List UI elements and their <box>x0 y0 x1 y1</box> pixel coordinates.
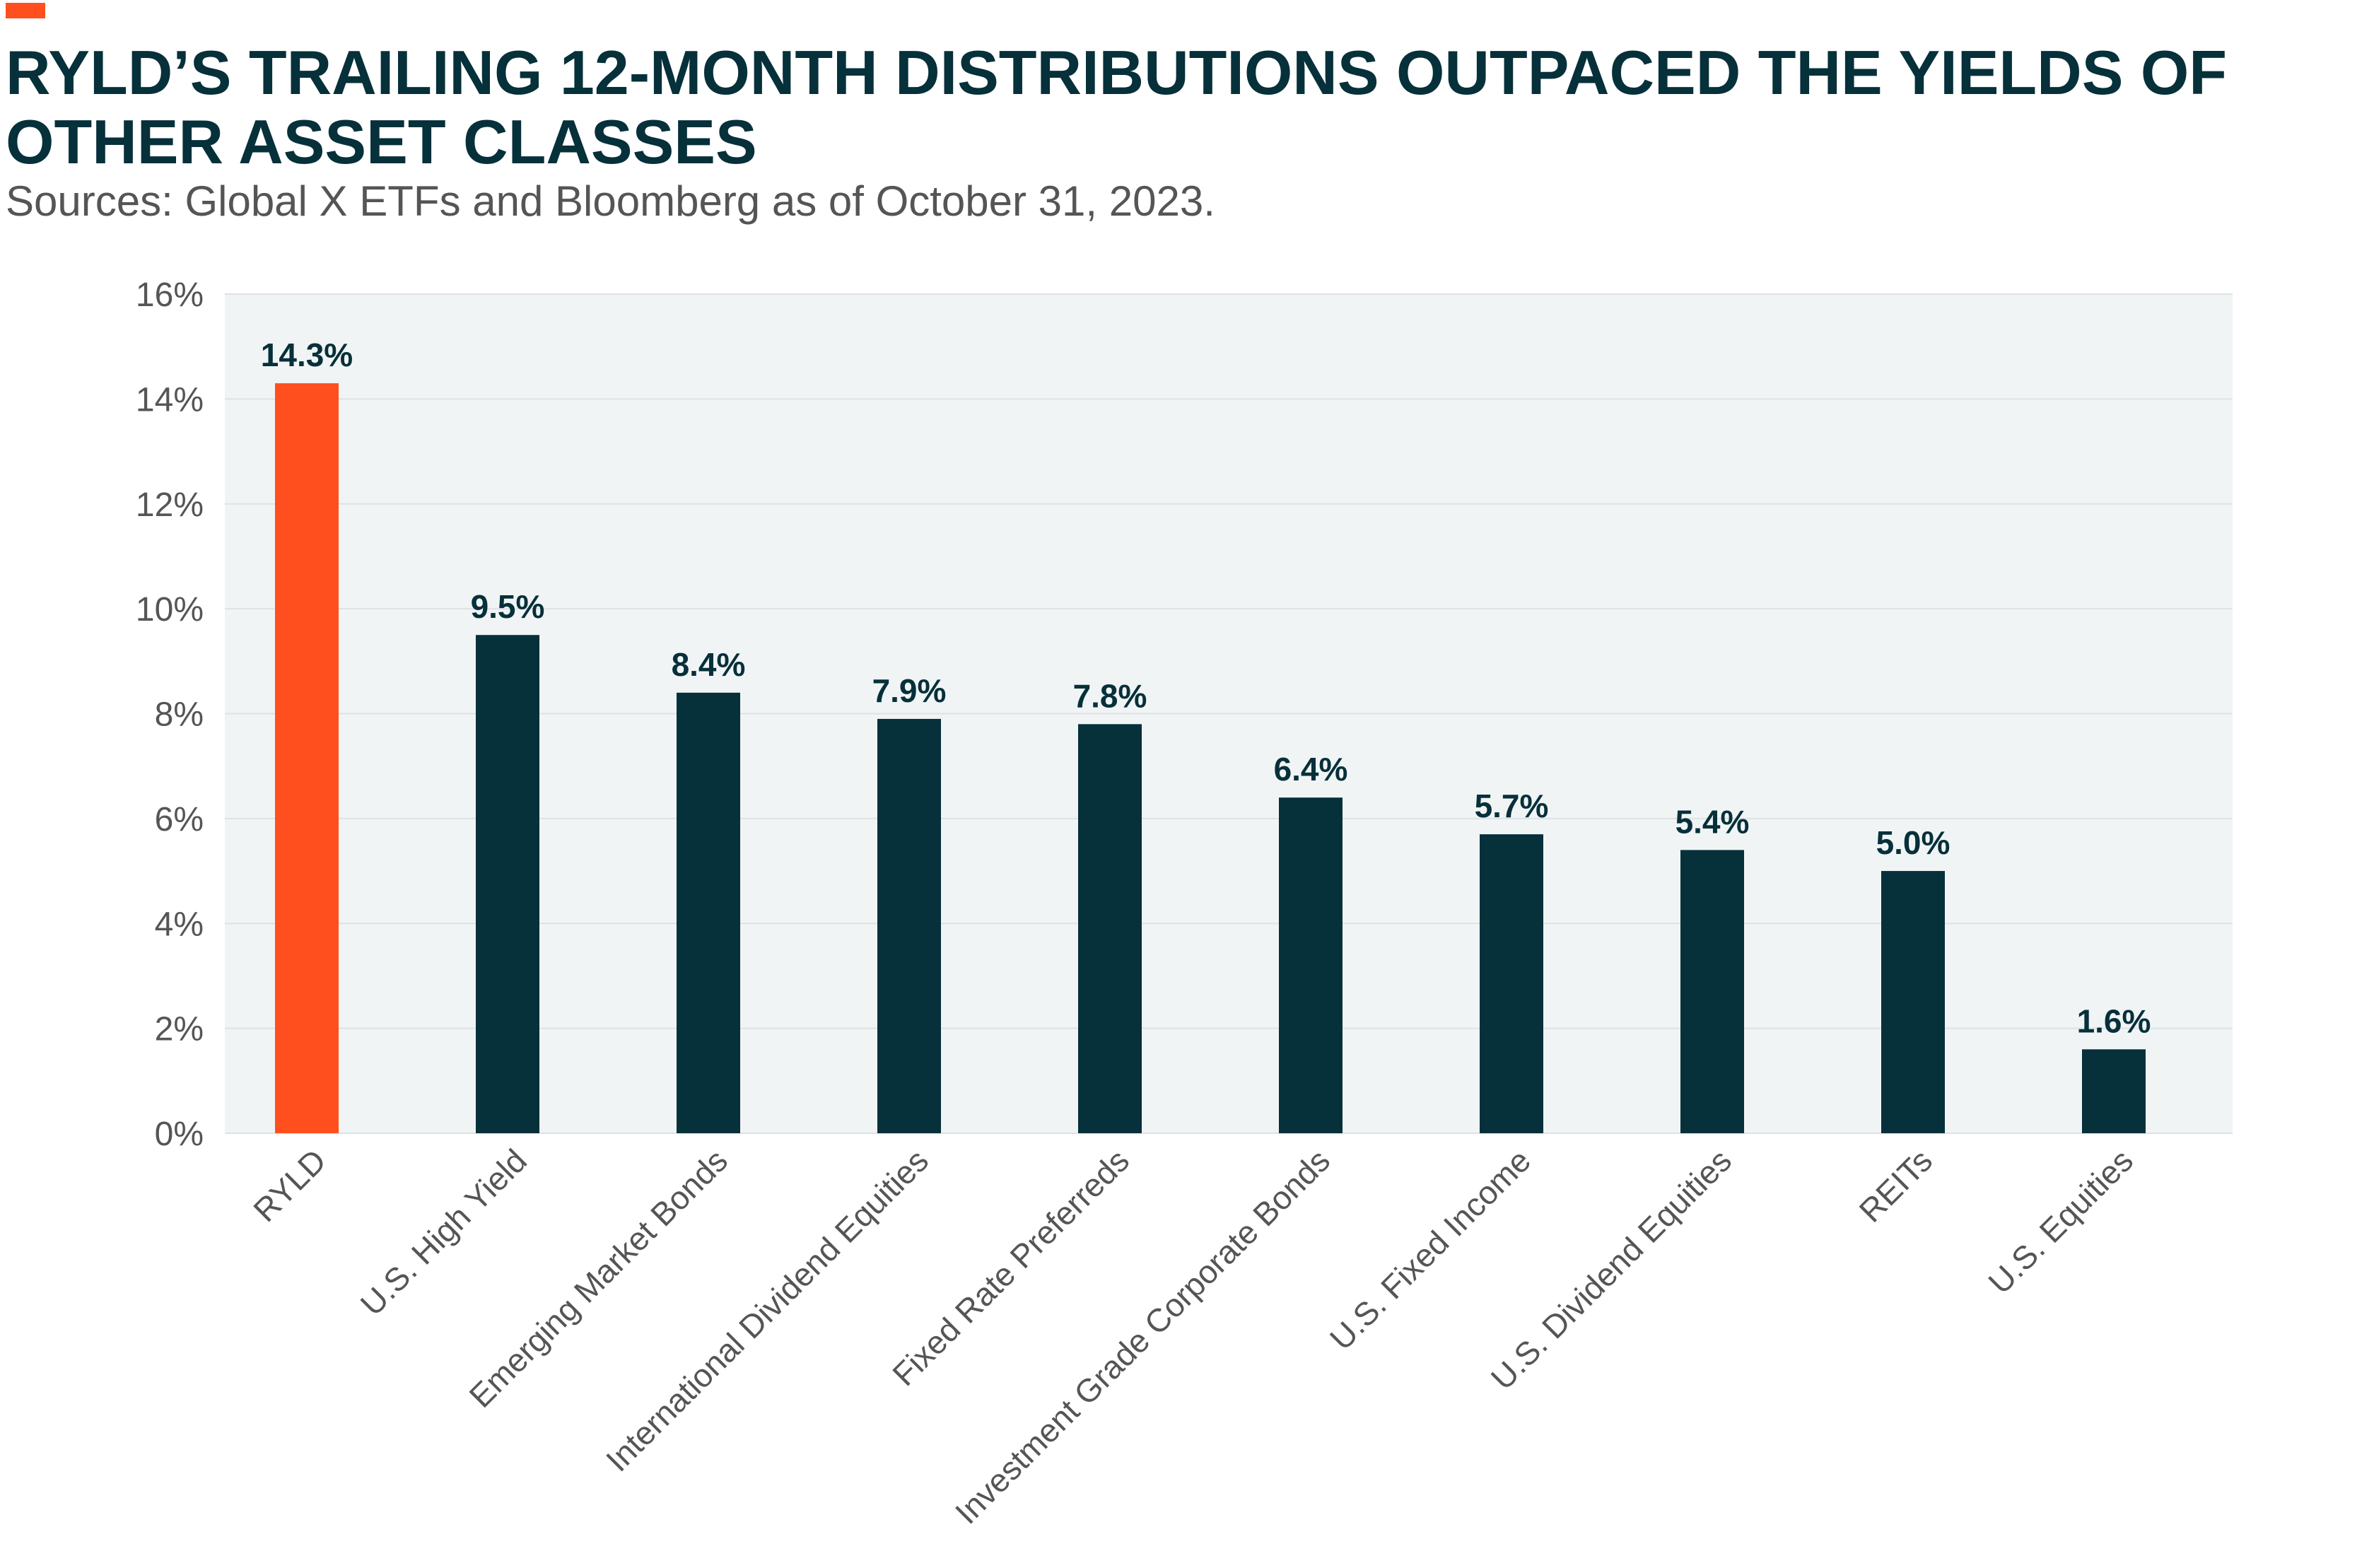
data-label: 9.5% <box>471 588 545 625</box>
bar-ryld <box>275 383 339 1133</box>
bar-u-s-high-yield <box>476 635 539 1133</box>
x-tick-label: U.S. Equities <box>1981 1142 2140 1301</box>
bar-fixed-rate-preferreds <box>1078 724 1142 1133</box>
data-label: 8.4% <box>672 646 746 683</box>
data-label: 5.0% <box>1876 824 1950 861</box>
chart-title: RYLD’S TRAILING 12-MONTH DISTRIBUTIONS O… <box>6 37 2228 177</box>
x-tick-label: U.S. High Yield <box>353 1142 534 1323</box>
bar-reits <box>1881 871 1945 1133</box>
x-tick-label: REITs <box>1852 1142 1940 1229</box>
bar-u-s-fixed-income <box>1480 834 1543 1133</box>
bar-emerging-market-bonds <box>677 692 740 1133</box>
chart-subtitle: Sources: Global X ETFs and Bloomberg as … <box>6 177 1215 225</box>
data-label: 6.4% <box>1274 751 1348 788</box>
data-label: 7.8% <box>1073 677 1147 714</box>
x-tick-label: Investment Grade Corporate Bonds <box>948 1142 1337 1531</box>
bar-u-s-equities <box>2082 1049 2146 1133</box>
accent-bar <box>6 3 45 18</box>
data-label: 7.9% <box>872 672 947 709</box>
bar-investment-grade-corporate-bonds <box>1279 797 1343 1133</box>
y-tick-label: 8% <box>155 696 204 734</box>
y-tick-label: 4% <box>155 906 204 943</box>
x-tick-label: RYLD <box>246 1142 333 1229</box>
y-tick-label: 0% <box>155 1116 204 1153</box>
y-tick-label: 6% <box>155 801 204 838</box>
y-tick-label: 10% <box>136 591 204 628</box>
x-tick-label: U.S. Fixed Income <box>1323 1142 1538 1357</box>
data-label: 14.3% <box>261 337 353 373</box>
y-tick-label: 14% <box>136 381 204 419</box>
bar-u-s-dividend-equities <box>1680 850 1744 1133</box>
bar-international-dividend-equities <box>877 718 941 1133</box>
y-tick-label: 16% <box>136 276 204 314</box>
y-tick-label: 12% <box>136 486 204 524</box>
data-label: 1.6% <box>2077 1002 2151 1039</box>
data-label: 5.7% <box>1475 788 1549 824</box>
data-label: 5.4% <box>1675 803 1750 840</box>
y-tick-label: 2% <box>155 1011 204 1048</box>
x-tick-label: International Dividend Equities <box>599 1142 935 1478</box>
